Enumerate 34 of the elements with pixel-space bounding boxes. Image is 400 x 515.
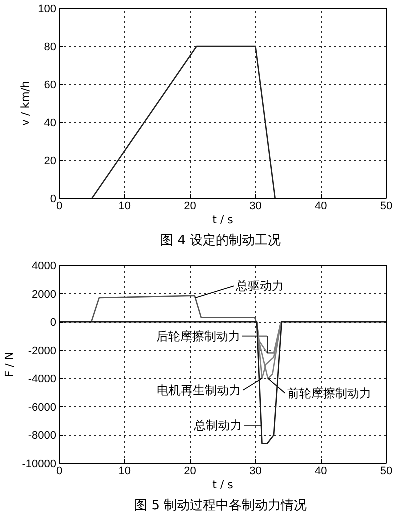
x-axis-title: t / s [212,214,234,226]
y-tick-label: 2000 [32,288,57,301]
y-tick-label: 100 [38,4,57,16]
x-tick-label: 10 [118,200,132,212]
y-tick-label: 0 [50,317,57,330]
text: 总驱动力 [235,279,284,294]
y-axis-title: v / km/h [19,80,32,126]
y-tick-label: 20 [44,156,57,168]
x-tick-label: 40 [314,466,328,478]
y-axis-title: F / N [3,352,16,378]
y-tick-label: -4000 [28,374,57,386]
x-tick-label: 20 [184,466,196,478]
y-tick-label: 4000 [32,260,57,272]
y-tick-label: -8000 [28,430,57,442]
text: 图 5 制动过程中各制动力情况 [134,498,308,514]
x-tick-label: 50 [380,200,393,212]
y-tick-label: 80 [44,42,57,54]
y-tick-label: -2000 [28,345,57,358]
text: 图 4 设定的制动工况 [160,234,282,248]
series-label: 前轮摩擦制动力 [287,386,372,400]
y-tick-label: -10000 [22,458,57,470]
x-tick-label: 30 [250,466,262,478]
x-tick-label: 10 [118,466,132,478]
x-axis-title: t / s [212,478,234,492]
series-label: 电机再生制动力 [157,384,242,398]
x-tick-label: 30 [250,200,262,212]
y-tick-label: 40 [44,118,57,130]
y-tick-label: 60 [44,80,57,92]
y-tick-label: -6000 [28,402,57,414]
x-tick-label: 50 [380,466,393,478]
series-label: 后轮摩擦制动力 [156,329,240,344]
series-label: 总制动力 [193,418,242,432]
x-tick-label: 20 [184,200,196,212]
x-tick-label: 40 [314,200,328,212]
